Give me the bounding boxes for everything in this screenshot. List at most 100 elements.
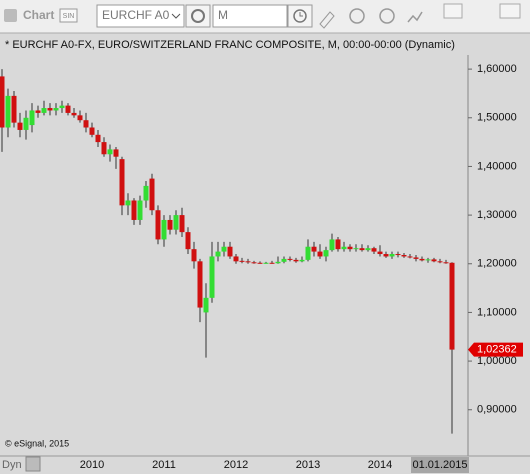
candle-body [0,76,5,128]
candle-body [131,200,137,220]
candle-body [185,232,191,250]
candle-body [413,257,419,259]
candle-body [59,105,65,109]
candle-body [341,246,347,250]
chart-type-button[interactable] [407,11,423,23]
candle-body [17,122,23,130]
candle-body [335,239,341,250]
candle-body [107,149,113,155]
y-tick-label: 1,20000 [477,258,517,270]
x-tick-label: 2011 [152,459,176,471]
candle-body [269,262,275,264]
candle-body [119,159,125,206]
candle-body [389,254,395,257]
candle-body [281,258,287,262]
symbol-input[interactable] [96,4,185,28]
clock-hands [299,12,303,17]
candle-body [431,259,437,262]
candle-body [197,261,203,308]
candle-body [29,110,35,126]
candle-body [371,248,377,252]
candle-body [215,251,221,257]
candle-body [83,120,89,128]
chart-icon [4,9,17,22]
interval-input[interactable] [212,4,288,28]
x-tick-label: 2013 [296,459,320,471]
candle-body [359,248,365,251]
candle-body [443,262,449,264]
candle-body [143,185,149,201]
study-button[interactable] [349,8,365,24]
x-tick-label: 2010 [80,459,104,471]
y-tick-label: 1,50000 [477,112,517,124]
candle-body [383,254,389,257]
candle-body [425,259,431,261]
candle-body [245,261,251,263]
link-button[interactable] [499,3,521,19]
candle-body [167,219,173,230]
x-tick-label: 2012 [224,459,248,471]
candle-body [257,262,263,264]
candle-body [323,250,329,257]
candle-body [173,215,179,230]
candle-body [95,134,101,143]
candle-body [5,95,11,128]
draw-button[interactable] [319,11,335,29]
candle-body [395,254,401,256]
mode-icon[interactable] [25,456,41,472]
selected-date-bg [411,457,469,473]
candle-body [449,262,455,350]
y-tick-label: 1,00000 [477,355,517,367]
candle-body [407,256,413,258]
candle-body [155,210,161,240]
gear-icon [191,9,205,23]
candle-body [251,262,257,264]
badge: SIN [63,13,75,20]
candle-body [401,255,407,257]
candle-body [263,262,269,264]
toolbar: Chart SIN EURCHF A0 M [0,0,530,34]
badge-box [59,8,78,23]
candle-body [191,249,197,262]
settings-button[interactable] [185,4,211,28]
candle-body [125,200,131,206]
candle-body [149,178,155,211]
candle-body [35,110,41,113]
refresh-button[interactable] [379,8,395,24]
interval-text: M [218,8,228,22]
candle-body [227,246,233,257]
candle-body [23,117,29,130]
window-title: Chart [23,8,54,22]
last-price-label: 1,02362 [477,343,517,355]
candle-body [113,149,119,157]
mode-label: Dyn [2,459,22,471]
candle-body [419,258,425,261]
candle-body [221,246,227,252]
chart-title: * EURCHF A0-FX, EURO/SWITZERLAND FRANC C… [5,39,455,51]
y-tick-label: 1,10000 [477,306,517,318]
candle-body [353,248,359,250]
dropdown-arrow[interactable] [171,13,181,19]
x-tick-label: 01.01.2015 [412,459,467,471]
candle-body [305,246,311,260]
candle-body [161,219,167,240]
y-tick-label: 0,90000 [477,404,517,416]
candle-body [137,200,143,220]
candle-body [317,251,323,257]
candle-body [239,260,245,262]
candle-body [329,239,335,251]
candle-body [437,261,443,263]
y-tick-label: 1,60000 [477,63,517,75]
candle-body [299,259,305,262]
watermark: © eSignal, 2015 [5,438,69,448]
candle-body [77,115,83,121]
candle-body [11,95,17,123]
candle-body [233,256,239,262]
candle-body [47,108,53,111]
y-tick-label: 1,30000 [477,209,517,221]
menu-button[interactable] [443,3,463,19]
candle-body [53,108,59,111]
x-tick-label: 2014 [368,459,392,471]
